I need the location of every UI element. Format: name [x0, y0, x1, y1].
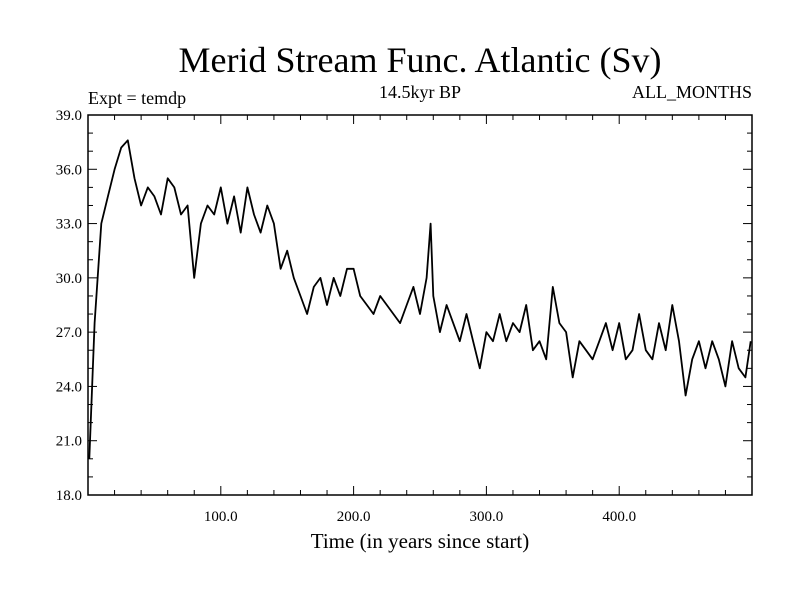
- y-tick-label: 36.0: [56, 162, 82, 178]
- subtitle-months: ALL_MONTHS: [632, 82, 752, 102]
- tick-labels: 18.0 21.0 24.0 27.0 30.0 33.0 36.0 39.0 100.0 200…: [56, 108, 636, 525]
- y-tick-label: 33.0: [56, 217, 82, 233]
- y-tick-label: 21.0: [56, 434, 82, 450]
- y-tick-label: 39.0: [56, 108, 82, 124]
- y-tick-label: 30.0: [56, 271, 82, 287]
- x-tick-label: 300.0: [470, 509, 504, 525]
- x-tick-label: 100.0: [204, 509, 238, 525]
- series-line-0: [88, 139, 752, 459]
- plot-frame: [87, 114, 753, 496]
- x-axis-label: Time (in years since start): [311, 529, 530, 553]
- plot-area: [88, 139, 752, 459]
- x-tick-label: 200.0: [337, 509, 371, 525]
- axis-ticks: [88, 114, 752, 496]
- y-tick-label: 18.0: [56, 488, 82, 504]
- y-tick-label: 24.0: [56, 379, 82, 395]
- y-tick-label: 27.0: [56, 325, 82, 341]
- subtitle-experiment: Expt = temdp: [88, 88, 186, 108]
- x-tick-label: 400.0: [602, 509, 636, 525]
- chart-title: Merid Stream Func. Atlantic (Sv): [179, 40, 662, 80]
- subtitle-period: 14.5kyr BP: [379, 82, 461, 102]
